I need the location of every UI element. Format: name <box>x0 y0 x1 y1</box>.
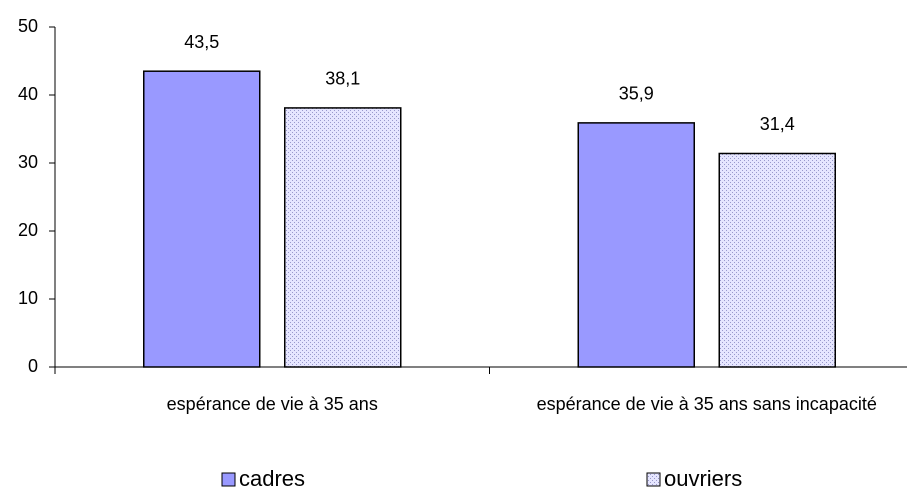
x-tick-label: espérance de vie à 35 ans <box>166 394 378 414</box>
data-label: 43,5 <box>184 32 219 52</box>
y-tick-label: 30 <box>18 152 38 172</box>
y-tick-label: 20 <box>18 220 38 240</box>
x-tick-label-box: espérance de vie à 35 ans sans incapacit… <box>536 394 877 414</box>
data-label: 35,9 <box>619 84 654 104</box>
x-tick-label-box: espérance de vie à 35 ans <box>166 394 378 414</box>
y-tick-label: 40 <box>18 84 38 104</box>
legend-swatch <box>221 472 236 487</box>
legend-label: ouvriers <box>664 466 742 490</box>
bar <box>143 70 261 368</box>
y-tick-label: 10 <box>18 288 38 308</box>
y-tick-label: 0 <box>28 356 38 376</box>
legend-swatch <box>646 472 661 487</box>
bar <box>284 107 402 368</box>
x-tick-label: espérance de vie à 35 ans sans incapacit… <box>536 394 877 414</box>
bar <box>577 122 695 368</box>
data-label: 31,4 <box>760 114 795 134</box>
y-tick-label: 50 <box>18 16 38 36</box>
legend-label: cadres <box>239 466 305 490</box>
data-label: 38,1 <box>325 69 360 89</box>
bar <box>718 152 836 368</box>
